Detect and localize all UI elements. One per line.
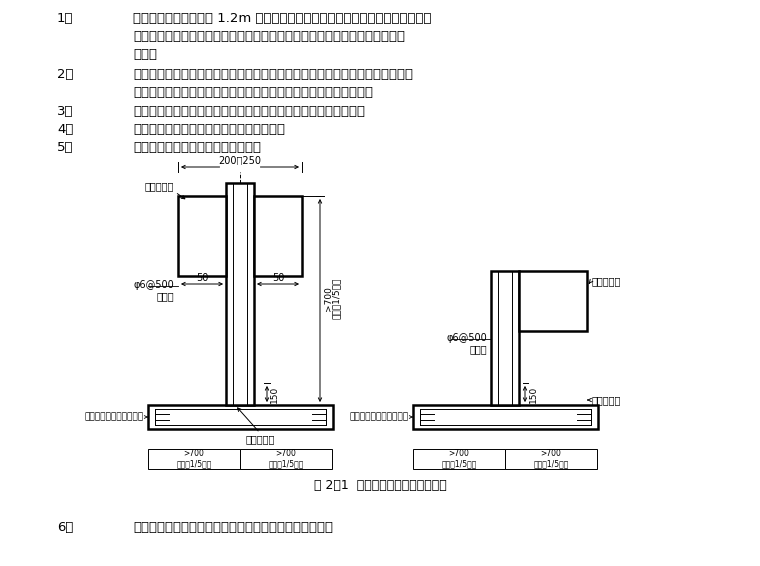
Bar (155, 409, 326, 425)
Text: 6、: 6、 (57, 521, 74, 534)
Text: 混凝土墙、框架柱构造柱: 混凝土墙、框架柱构造柱 (85, 413, 144, 422)
Text: φ6@500: φ6@500 (446, 333, 487, 343)
Bar (491, 271, 519, 405)
Bar (254, 196, 302, 276)
Text: 50: 50 (196, 273, 208, 283)
Text: >700
且大于1/5墙长: >700 且大于1/5墙长 (268, 449, 304, 469)
Text: 2、: 2、 (57, 68, 74, 81)
Bar (226, 183, 254, 405)
Bar (413, 449, 505, 469)
Text: 3、: 3、 (57, 105, 74, 118)
Text: 50: 50 (272, 273, 284, 283)
Text: >700
且大于1/5墙长: >700 且大于1/5墙长 (176, 449, 212, 469)
Text: >700
且大于1/5墙长: >700 且大于1/5墙长 (534, 449, 568, 469)
Text: 5、: 5、 (57, 141, 74, 154)
Bar (420, 409, 591, 425)
Text: 150: 150 (529, 385, 538, 402)
Bar (519, 271, 587, 331)
Bar (240, 449, 332, 469)
Bar (505, 449, 597, 469)
Bar (148, 405, 333, 429)
Text: 垂直运输的吊笼、滑车、绳索、刹车等，必须满足荷载要求，吊运时不得超荷；: 垂直运输的吊笼、滑车、绳索、刹车等，必须满足荷载要求，吊运时不得超荷； (133, 68, 413, 81)
Text: 1、: 1、 (57, 12, 74, 25)
Text: 具或物体在脚手板面上垫高工作。高处操作时要系好安全带，安全带挂靠地点: 具或物体在脚手板面上垫高工作。高处操作时要系好安全带，安全带挂靠地点 (133, 30, 405, 43)
Bar (413, 405, 598, 429)
Text: 牢固。: 牢固。 (133, 48, 157, 61)
Text: 施工现场严禁吸烟，不得酒后作业。: 施工现场严禁吸烟，不得酒后作业。 (133, 141, 261, 154)
Text: >700: >700 (324, 286, 333, 311)
Bar (148, 449, 240, 469)
Text: 砌筑时后加: 砌筑时后加 (592, 395, 622, 405)
Text: 后砌的墙体: 后砌的墙体 (592, 276, 622, 286)
Text: 图 2－1  砌块砌筑拉结筋节点示意图: 图 2－1 砌块砌筑拉结筋节点示意图 (314, 479, 446, 492)
Text: 且大于1/5墙长: 且大于1/5墙长 (332, 278, 341, 319)
Text: 从砖垛上取砌块时，先取高处后取低处，防止垛倒砸人。: 从砖垛上取砌块时，先取高处后取低处，防止垛倒砸人。 (133, 521, 333, 534)
Text: 后砌的墙体: 后砌的墙体 (144, 181, 174, 191)
Bar (178, 196, 226, 276)
Text: 混凝土墙、框架柱构造柱: 混凝土墙、框架柱构造柱 (350, 413, 409, 422)
Text: 停放搅拌机械的基础要坚实平整，防止地面下沉，造成机械倾倒。: 停放搅拌机械的基础要坚实平整，防止地面下沉，造成机械倾倒。 (133, 105, 365, 118)
Text: 筋高度: 筋高度 (470, 344, 487, 354)
Text: 进入施工现场，要正确穿戴安全防护用品。: 进入施工现场，要正确穿戴安全防护用品。 (133, 123, 285, 136)
Text: 使用过程中要经常检查，着发现不符合规定者，要及时修理或更换。: 使用过程中要经常检查，着发现不符合规定者，要及时修理或更换。 (133, 86, 373, 99)
Text: 筋高度: 筋高度 (157, 291, 174, 301)
Text: 墙身砌体高度超过地坪 1.2m 以上，必须及时搭设好脚手架，不准用不稳定的工: 墙身砌体高度超过地坪 1.2m 以上，必须及时搭设好脚手架，不准用不稳定的工 (133, 12, 432, 25)
Text: 200～250: 200～250 (219, 155, 261, 165)
Text: 4、: 4、 (57, 123, 74, 136)
Text: 后砌的墙体: 后砌的墙体 (245, 434, 274, 444)
Text: 150: 150 (270, 385, 279, 402)
Text: >700
且大于1/5墙长: >700 且大于1/5墙长 (442, 449, 477, 469)
Text: φ6@500: φ6@500 (133, 280, 174, 290)
